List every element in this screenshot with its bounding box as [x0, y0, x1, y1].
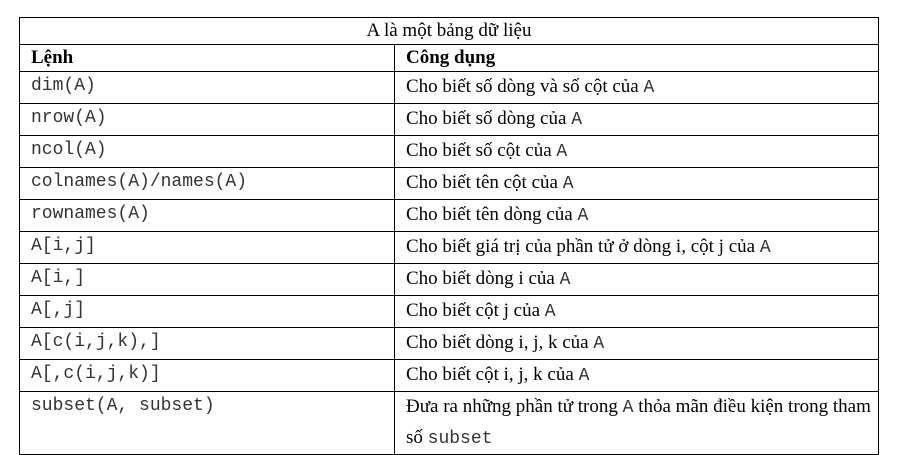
- usage-text: Cho biết tên dòng của: [406, 204, 578, 225]
- command-cell: colnames(A)/names(A): [19, 167, 395, 200]
- usage-text: Cho biết cột i, j, k của: [406, 364, 579, 385]
- usage-text: Cho biết số dòng của: [406, 108, 572, 129]
- command-cell: A[i,j]: [19, 231, 395, 264]
- usage-code: A: [559, 270, 571, 290]
- table-row: dim(A) Cho biết số dòng và số cột của A: [19, 71, 880, 104]
- usage-cell: Cho biết dòng i, j, k của A: [393, 327, 880, 360]
- command-cell: dim(A): [19, 71, 395, 104]
- command-cell: A[,c(i,j,k)]: [19, 359, 395, 392]
- command-cell: A[c(i,j,k),]: [19, 327, 395, 360]
- usage-cell: Cho biết tên dòng của A: [393, 199, 880, 232]
- table-caption: A là một bảng dữ liệu: [18, 17, 880, 45]
- usage-text: Cho biết số dòng và số cột của: [406, 76, 644, 97]
- table-row: nrow(A) Cho biết số dòng của A: [19, 103, 880, 136]
- usage-code: A: [544, 302, 556, 322]
- header-command: Lệnh: [19, 44, 395, 72]
- table-row: A[i,j] Cho biết giá trị của phần tử ở dòn…: [19, 231, 880, 264]
- header-usage: Công dụng: [393, 44, 880, 72]
- usage-text: Đưa ra những phần tử trong: [406, 396, 623, 417]
- table-row: ncol(A) Cho biết số cột của A: [19, 135, 880, 168]
- table-row: colnames(A)/names(A) Cho biết tên cột của…: [19, 167, 880, 200]
- command-cell: A[i,]: [19, 263, 395, 296]
- usage-text: thỏa mãn điều kiện trong tham số: [406, 396, 871, 448]
- usage-cell: Cho biết cột j của A: [393, 295, 880, 328]
- usage-code: A: [577, 206, 589, 226]
- command-cell: subset(A, subset): [19, 391, 395, 455]
- table-row: A[i,] Cho biết dòng i của A: [19, 263, 880, 296]
- usage-cell: Cho biết cột i, j, k của A: [393, 359, 880, 392]
- table-row: A[c(i,j,k),] Cho biết dòng i, j, k của A: [19, 327, 880, 360]
- usage-cell: Cho biết giá trị của phần tử ở dòng i, c…: [393, 231, 880, 264]
- command-cell: A[,j]: [19, 295, 395, 328]
- usage-text: Cho biết giá trị của phần tử ở dòng i, c…: [406, 236, 760, 257]
- usage-cell: Cho biết số cột của A: [393, 135, 880, 168]
- usage-cell: Cho biết số dòng của A: [393, 103, 880, 136]
- table-row: rownames(A) Cho biết tên dòng của A: [19, 199, 880, 232]
- usage-code: A: [643, 78, 655, 98]
- command-cell: nrow(A): [19, 103, 395, 136]
- table-row: subset(A, subset) Đưa ra những phần tử t…: [19, 391, 880, 455]
- usage-code: A: [622, 398, 634, 418]
- command-cell: ncol(A): [19, 135, 395, 168]
- usage-text: Cho biết số cột của: [406, 140, 557, 161]
- usage-code: A: [759, 238, 771, 258]
- usage-cell: Đưa ra những phần tử trong A thỏa mãn đi…: [393, 391, 880, 455]
- table-row: A[,j] Cho biết cột j của A: [19, 295, 880, 328]
- usage-cell: Cho biết tên cột của A: [393, 167, 880, 200]
- usage-code: A: [562, 174, 574, 194]
- usage-code: A: [578, 366, 590, 386]
- usage-cell: Cho biết số dòng và số cột của A: [393, 71, 880, 104]
- usage-text: Cho biết dòng i của: [406, 268, 560, 289]
- table-row: A[,c(i,j,k)] Cho biết cột i, j, k của A: [19, 359, 880, 392]
- usage-cell: Cho biết dòng i của A: [393, 263, 880, 296]
- usage-text: Cho biết dòng i, j, k của: [406, 332, 594, 353]
- usage-text: Cho biết cột j của: [406, 300, 545, 321]
- usage-code: subset: [427, 429, 493, 449]
- usage-code: A: [571, 110, 582, 130]
- command-cell: rownames(A): [19, 199, 395, 232]
- command-table: A là một bảng dữ liệu Lệnh Công dụng dim…: [18, 17, 880, 455]
- usage-text: Cho biết tên cột của: [406, 172, 563, 193]
- usage-code: A: [593, 334, 605, 354]
- usage-code: A: [556, 142, 568, 162]
